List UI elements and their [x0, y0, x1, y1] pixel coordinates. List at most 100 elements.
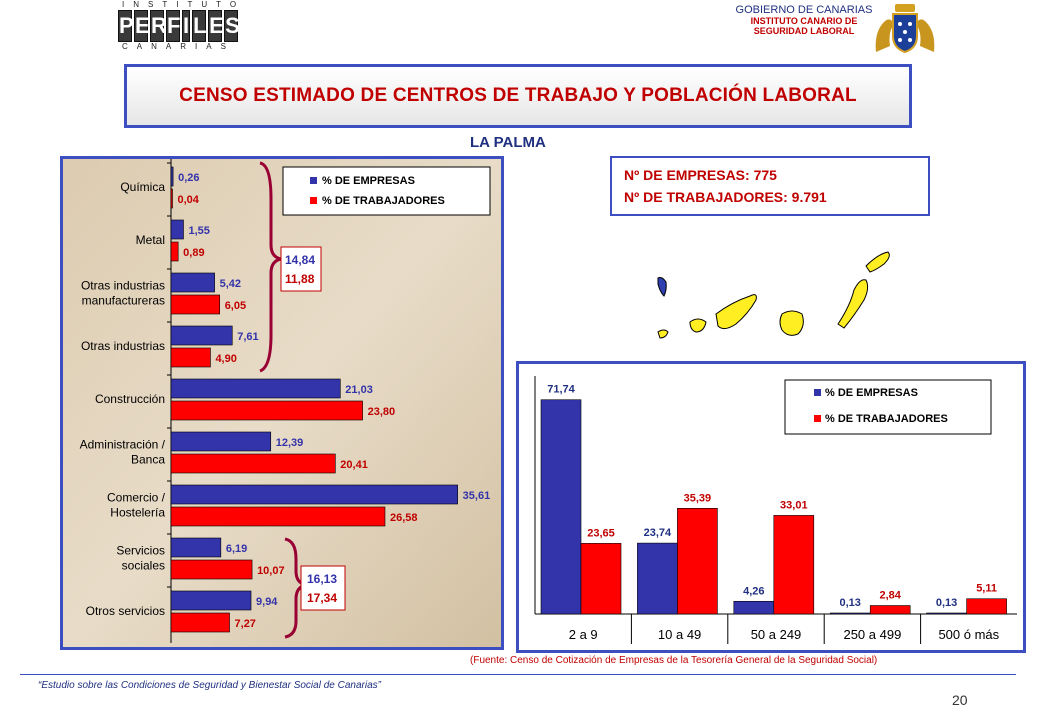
legend-label-empresas: % DE EMPRESAS — [322, 175, 415, 187]
bar-trabajadores — [170, 453, 336, 474]
category-label: 500 ó más — [938, 627, 999, 642]
category-label: Otras industrias — [81, 279, 165, 293]
legend-label-trabajadores: % DE TRABAJADORES — [825, 413, 948, 425]
logo-letter: E — [208, 10, 224, 42]
category-label: 2 a 9 — [569, 627, 598, 642]
bar-trabajadores — [170, 559, 253, 580]
bar-trabajadores — [170, 188, 173, 209]
legend-swatch-trabajadores — [814, 415, 821, 422]
bar-empresas — [170, 378, 341, 399]
data-label: 10,07 — [257, 565, 285, 577]
data-label: 12,39 — [276, 437, 304, 449]
chart-legend: % DE EMPRESAS % DE TRABAJADORES — [282, 166, 491, 216]
bar-empresas — [170, 431, 272, 452]
category-label: Construcción — [95, 392, 165, 406]
bar-trabajadores — [773, 515, 815, 615]
data-label: 0,13 — [936, 597, 957, 609]
government-header: GOBIERNO DE CANARIAS INSTITUTO CANARIO D… — [724, 4, 884, 36]
bar-trabajadores — [170, 294, 221, 315]
category-label: sociales — [122, 559, 165, 573]
legend-label-empresas: % DE EMPRESAS — [825, 387, 918, 399]
data-label: 9,94 — [256, 596, 278, 608]
bar-trabajadores — [580, 543, 622, 615]
logo-letter: I — [182, 10, 191, 42]
data-label: 1,55 — [188, 225, 209, 237]
data-label: 0,04 — [178, 194, 200, 206]
bar-empresas — [170, 325, 233, 346]
gov-line-3: SEGURIDAD LABORAL — [753, 26, 855, 36]
bar-trabajadores — [170, 612, 230, 633]
category-label: Otros servicios — [86, 604, 165, 618]
data-label: 0,26 — [178, 172, 199, 184]
page-number: 20 — [952, 692, 968, 708]
logo-letter: R — [150, 10, 167, 42]
data-label: 33,01 — [780, 499, 808, 511]
data-label: 21,03 — [345, 384, 373, 396]
data-label: 5,11 — [976, 583, 997, 595]
data-label: 26,58 — [390, 512, 418, 524]
companies-count: Nº DE EMPRESAS: 775 — [624, 167, 777, 183]
services-total-box — [300, 565, 346, 611]
sector-chart-frame: % DE EMPRESAS % DE TRABAJADORES Química 0… — [60, 156, 504, 650]
legend-swatch-empresas — [310, 177, 317, 184]
data-label: 20,41 — [340, 459, 368, 471]
bar-trabajadores — [170, 400, 363, 421]
bar-empresas — [733, 600, 775, 615]
services-total-trabajadores: 17,34 — [307, 591, 337, 605]
bar-empresas — [170, 590, 252, 611]
logo-letter: P — [118, 10, 134, 42]
bar-empresas — [170, 272, 215, 293]
bar-empresas — [637, 542, 678, 615]
category-label: 10 a 49 — [658, 627, 701, 642]
data-label: 4,90 — [215, 353, 236, 365]
bar-empresas — [170, 166, 174, 187]
industry-total-box — [280, 246, 322, 292]
category-label: Banca — [131, 453, 165, 467]
data-label: 7,61 — [237, 331, 258, 343]
logo-top-text: INSTITUTO — [122, 0, 246, 9]
size-bar-chart: 2 a 9 71,74 23,65 10 a 49 23,74 35,39 50 a 249… — [519, 364, 1023, 650]
footer-text: “Estudio sobre las Condiciones de Seguri… — [38, 680, 381, 691]
category-label: Hostelería — [110, 506, 165, 520]
bar-trabajadores — [677, 508, 718, 615]
page-title: CENSO ESTIMADO DE CENTROS DE TRABAJO Y P… — [179, 85, 857, 106]
services-total-empresas: 16,13 — [307, 572, 337, 586]
workers-count: Nº DE TRABAJADORES: 9.791 — [624, 189, 827, 205]
canary-islands-map — [657, 251, 890, 339]
gov-line-2: INSTITUTO CANARIO DE — [750, 16, 858, 26]
data-label: 23,65 — [587, 527, 615, 539]
source-note: (Fuente: Censo de Cotización de Empresas… — [470, 655, 878, 666]
bar-trabajadores — [170, 347, 211, 368]
data-label: 2,84 — [879, 590, 901, 602]
industry-total-trabajadores: 11,88 — [285, 272, 315, 286]
bar-empresas — [926, 612, 967, 615]
bar-trabajadores — [170, 241, 179, 262]
data-label: 6,05 — [225, 300, 246, 312]
logo-letter: E — [134, 10, 150, 42]
data-label: 6,19 — [226, 543, 247, 555]
bar-empresas — [829, 612, 871, 615]
category-label: Comercio / — [107, 491, 166, 505]
category-label: Servicios — [116, 544, 165, 558]
data-label: 4,26 — [743, 585, 764, 597]
island-subtitle: LA PALMA — [470, 134, 546, 151]
category-label: Metal — [136, 233, 165, 247]
category-label: Otras industrias — [81, 339, 165, 353]
logo-letter: L — [192, 10, 207, 42]
coat-of-arms-icon — [875, 4, 935, 54]
data-label: 0,89 — [183, 247, 204, 259]
data-label: 23,74 — [644, 527, 672, 539]
data-label: 35,61 — [463, 490, 491, 502]
category-label: Administración / — [80, 438, 166, 452]
data-label: 5,42 — [220, 278, 241, 290]
category-label: Química — [120, 180, 165, 194]
data-label: 71,74 — [547, 384, 575, 396]
bar-empresas — [540, 399, 582, 615]
bar-empresas — [170, 484, 458, 505]
data-label: 7,27 — [235, 618, 256, 630]
legend-swatch-empresas — [814, 389, 821, 396]
bar-empresas — [170, 219, 184, 240]
gov-line-1: GOBIERNO DE CANARIAS — [735, 4, 873, 16]
category-label: 250 a 499 — [843, 627, 901, 642]
